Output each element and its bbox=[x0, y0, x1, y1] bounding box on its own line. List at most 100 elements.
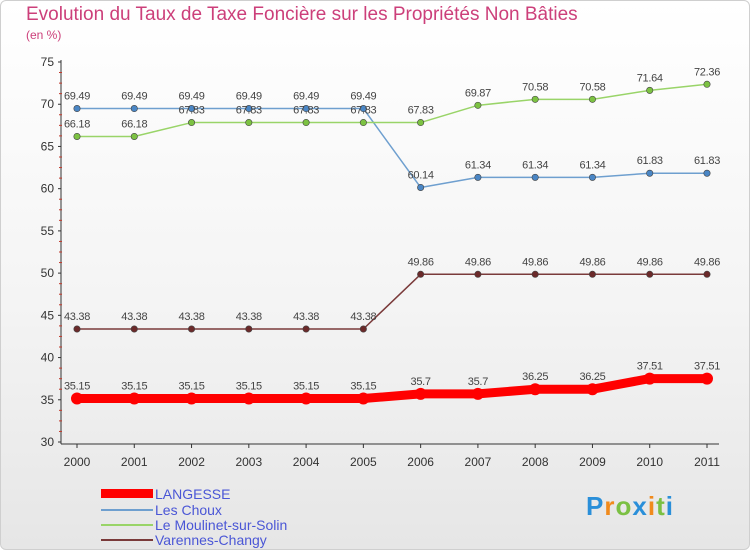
data-point bbox=[588, 173, 596, 181]
x-tick-label: 2006 bbox=[407, 455, 434, 469]
data-point bbox=[130, 132, 138, 140]
data-label: 67.83 bbox=[236, 105, 262, 117]
data-label: 61.34 bbox=[522, 159, 548, 171]
data-point bbox=[646, 169, 654, 177]
data-label: 49.86 bbox=[465, 256, 491, 268]
legend-item: Les Choux bbox=[101, 502, 341, 518]
legend-item: LANGESSE bbox=[101, 486, 341, 502]
data-label: 49.86 bbox=[522, 256, 548, 268]
data-point bbox=[701, 372, 713, 385]
data-label: 66.18 bbox=[64, 118, 90, 130]
data-point bbox=[185, 392, 198, 405]
data-point bbox=[531, 95, 539, 103]
data-point bbox=[471, 387, 484, 400]
legend-swatch bbox=[101, 524, 153, 526]
data-point bbox=[359, 325, 367, 333]
data-point bbox=[245, 105, 253, 113]
data-label: 43.38 bbox=[64, 311, 90, 323]
data-label: 66.18 bbox=[121, 118, 147, 130]
data-point bbox=[188, 325, 196, 333]
chart-title: Evolution du Taux de Taxe Foncière sur l… bbox=[26, 4, 578, 25]
data-point bbox=[73, 325, 81, 333]
data-label: 61.34 bbox=[465, 159, 491, 171]
y-tick-label: 70 bbox=[41, 97, 55, 111]
data-point bbox=[643, 372, 656, 385]
x-tick-label: 2010 bbox=[636, 455, 663, 469]
y-tick-label: 60 bbox=[41, 182, 55, 196]
data-label: 49.86 bbox=[694, 256, 720, 268]
data-label: 43.38 bbox=[236, 311, 262, 323]
data-point bbox=[73, 105, 81, 113]
series-line-3 bbox=[76, 273, 708, 330]
data-label: 61.34 bbox=[579, 159, 605, 171]
data-point bbox=[130, 325, 138, 333]
proxiti-logo: Proxiti bbox=[586, 491, 674, 521]
data-label: 67.83 bbox=[293, 105, 319, 117]
data-label: 43.38 bbox=[179, 311, 205, 323]
y-tick-label: 75 bbox=[41, 55, 55, 69]
chart-unit-label: (en %) bbox=[26, 28, 62, 42]
data-point bbox=[128, 392, 141, 405]
data-label: 61.83 bbox=[637, 155, 663, 167]
data-point bbox=[588, 270, 596, 278]
series-line-2 bbox=[76, 83, 708, 138]
legend-swatch bbox=[101, 509, 153, 511]
y-tick-label: 30 bbox=[41, 435, 55, 449]
data-label: 71.64 bbox=[637, 72, 663, 84]
legend-label: Le Moulinet-sur-Solin bbox=[155, 517, 288, 533]
data-label: 69.49 bbox=[350, 91, 376, 103]
y-tick-label: 35 bbox=[41, 393, 55, 407]
data-label: 37.51 bbox=[637, 361, 663, 373]
y-tick-label: 50 bbox=[41, 266, 55, 280]
data-point bbox=[302, 119, 310, 127]
data-point bbox=[71, 392, 83, 405]
x-tick-label: 2005 bbox=[350, 455, 377, 469]
legend-swatch bbox=[101, 489, 153, 498]
data-label: 49.86 bbox=[637, 256, 663, 268]
data-point bbox=[703, 169, 711, 177]
data-label: 35.15 bbox=[121, 381, 147, 393]
data-label: 35.7 bbox=[468, 376, 488, 388]
data-label: 72.36 bbox=[694, 66, 720, 78]
legend-label: LANGESSE bbox=[155, 486, 231, 502]
data-point bbox=[188, 105, 196, 113]
data-point bbox=[302, 325, 310, 333]
data-label: 35.15 bbox=[350, 381, 376, 393]
y-tick-label: 45 bbox=[41, 308, 55, 322]
data-label: 69.87 bbox=[465, 87, 491, 99]
data-label: 35.15 bbox=[236, 381, 262, 393]
data-point bbox=[586, 383, 599, 396]
x-tick-label: 2007 bbox=[465, 455, 492, 469]
data-label: 49.86 bbox=[579, 256, 605, 268]
data-label: 35.15 bbox=[64, 381, 90, 393]
x-tick-label: 2000 bbox=[64, 455, 91, 469]
data-point bbox=[703, 80, 711, 88]
data-point bbox=[417, 270, 425, 278]
data-point bbox=[359, 105, 367, 113]
data-label: 37.51 bbox=[694, 361, 720, 373]
data-point bbox=[359, 119, 367, 127]
data-point bbox=[302, 105, 310, 113]
data-label: 67.83 bbox=[179, 105, 205, 117]
data-point bbox=[242, 392, 255, 405]
data-point bbox=[646, 86, 654, 94]
legend-swatch bbox=[101, 539, 153, 541]
x-tick-label: 2009 bbox=[579, 455, 606, 469]
data-label: 36.25 bbox=[522, 371, 548, 383]
y-tick-label: 40 bbox=[41, 351, 55, 365]
data-label: 60.14 bbox=[408, 169, 434, 181]
legend-item: Varennes-Changy bbox=[101, 532, 341, 548]
data-point bbox=[414, 387, 427, 400]
data-label: 69.49 bbox=[64, 91, 90, 103]
legend-label: Varennes-Changy bbox=[155, 532, 267, 548]
data-label: 43.38 bbox=[350, 311, 376, 323]
data-label: 69.49 bbox=[121, 91, 147, 103]
data-point bbox=[474, 101, 482, 109]
data-point bbox=[357, 392, 370, 405]
data-label: 43.38 bbox=[293, 311, 319, 323]
data-point bbox=[417, 119, 425, 127]
data-point bbox=[703, 270, 711, 278]
data-label: 70.58 bbox=[522, 81, 548, 93]
data-point bbox=[73, 132, 81, 140]
